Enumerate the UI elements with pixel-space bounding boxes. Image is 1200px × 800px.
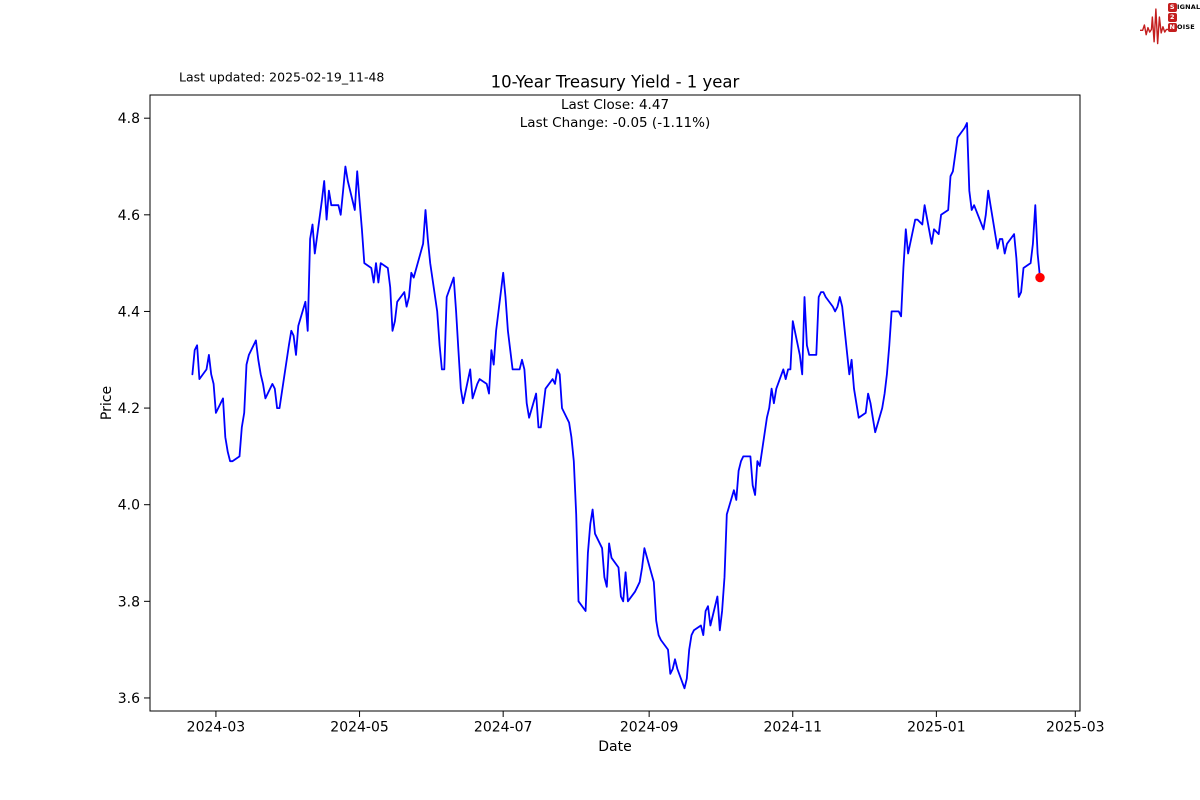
heartbeat-waveform-icon xyxy=(1140,8,1170,45)
last-close-text: Last Close: 4.47 xyxy=(560,97,670,113)
logo-row-signal: S IGNAL xyxy=(1168,3,1200,12)
last-change-text: Last Change: -0.05 (-1.11%) xyxy=(519,115,711,131)
logo-badge-2: 2 xyxy=(1168,13,1177,22)
logo-badge-s: S xyxy=(1168,3,1177,12)
last-price-marker xyxy=(1035,272,1045,283)
plot-border xyxy=(149,94,1081,712)
chart-title: 10-Year Treasury Yield - 1 year xyxy=(490,72,740,92)
y-tick-label: 4.0 xyxy=(118,498,140,514)
x-tick-label: 2024-05 xyxy=(330,720,389,736)
logo-badge-n: N xyxy=(1168,23,1177,32)
y-tick-label: 3.8 xyxy=(118,594,140,610)
y-tick-label: 4.4 xyxy=(118,304,140,320)
y-tick-label: 4.8 xyxy=(118,111,140,127)
x-tick-label: 2024-09 xyxy=(620,720,679,736)
last-updated-text: Last updated: 2025-02-19_11-48 xyxy=(179,69,385,85)
x-axis-label: Date xyxy=(598,739,632,755)
y-tick-label: 3.6 xyxy=(118,691,140,707)
x-tick-label: 2024-03 xyxy=(187,720,246,736)
chart-subtitle: Last Close: 4.47 Last Change: -0.05 (-1.… xyxy=(520,96,710,132)
logo-text: S IGNAL 2 N OISE xyxy=(1168,3,1200,33)
y-tick-label: 4.2 xyxy=(118,401,140,417)
x-tick-label: 2025-03 xyxy=(1046,720,1105,736)
x-tick-label: 2024-07 xyxy=(474,720,533,736)
signal2noise-logo: S IGNAL 2 N OISE xyxy=(1140,3,1200,45)
x-tick-label: 2025-01 xyxy=(907,720,966,736)
x-tick-label: 2024-11 xyxy=(764,720,823,736)
logo-row-2: 2 xyxy=(1168,13,1200,22)
logo-row-noise: N OISE xyxy=(1168,23,1195,32)
y-tick-label: 4.6 xyxy=(118,208,140,224)
yield-line xyxy=(191,122,1041,690)
